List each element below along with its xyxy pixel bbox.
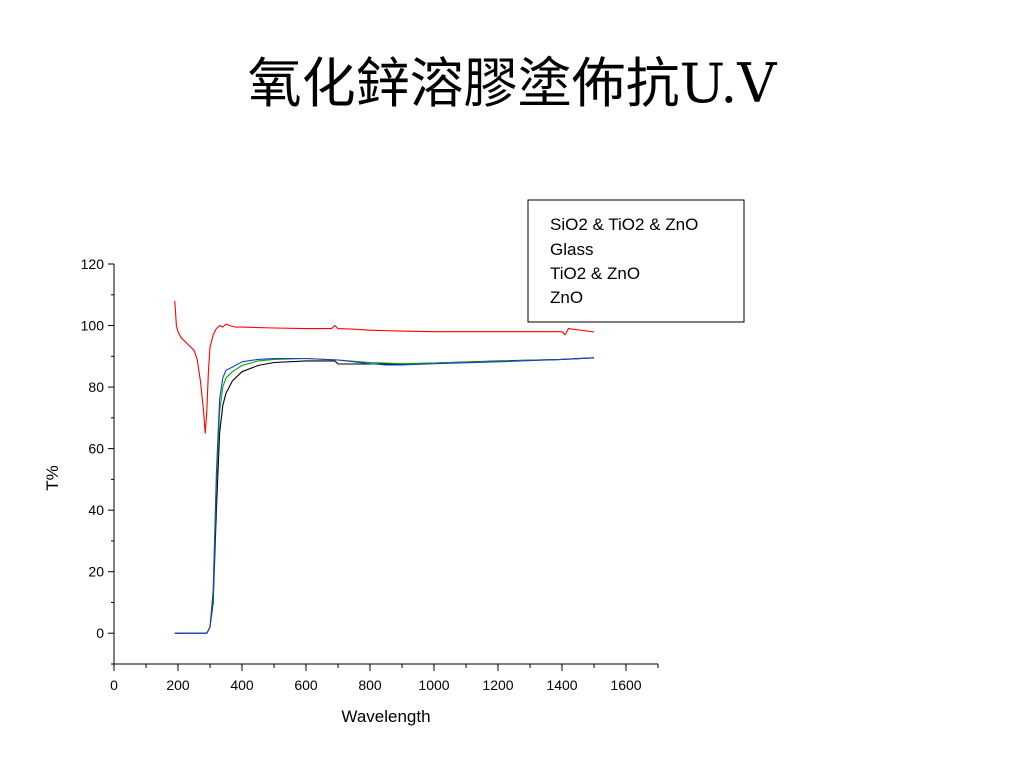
y-tick-label: 80: [88, 379, 104, 395]
y-tick-label: 40: [88, 502, 104, 518]
y-tick-label: 20: [88, 564, 104, 580]
legend-box: [527, 199, 745, 323]
x-tick-label: 1400: [546, 677, 577, 693]
legend-entry: ZnO: [550, 288, 583, 307]
series-lines: [174, 300, 595, 634]
x-tick-label: 1000: [418, 677, 449, 693]
series-line-tio2-zno: [174, 357, 595, 634]
series-line-zno: [174, 357, 595, 634]
series-line-glass: [174, 300, 595, 434]
x-tick-label: 1200: [482, 677, 513, 693]
x-axis-label: Wavelength: [341, 707, 430, 726]
series-line-sio2-tio2-zno: [174, 357, 595, 634]
x-tick-label: 200: [166, 677, 190, 693]
y-tick-label: 120: [81, 256, 105, 272]
x-tick-label: 0: [110, 677, 118, 693]
y-tick-label: 0: [96, 625, 104, 641]
legend-entry: Glass: [550, 240, 593, 259]
legend: SiO2 & TiO2 & ZnO Glass TiO2 & ZnO ZnO: [527, 199, 745, 323]
y-axis-label: T%: [43, 465, 62, 491]
x-tick-label: 400: [230, 677, 254, 693]
y-tick-label: 60: [88, 441, 104, 457]
x-tick-label: 800: [358, 677, 382, 693]
legend-entry: TiO2 & ZnO: [550, 264, 640, 283]
slide-title: 氧化鋅溶膠塗佈抗U.V: [247, 52, 777, 115]
legend-entry: SiO2 & TiO2 & ZnO: [550, 215, 698, 234]
y-tick-label: 100: [81, 318, 105, 334]
x-tick-label: 1600: [610, 677, 641, 693]
x-tick-label: 600: [294, 677, 318, 693]
